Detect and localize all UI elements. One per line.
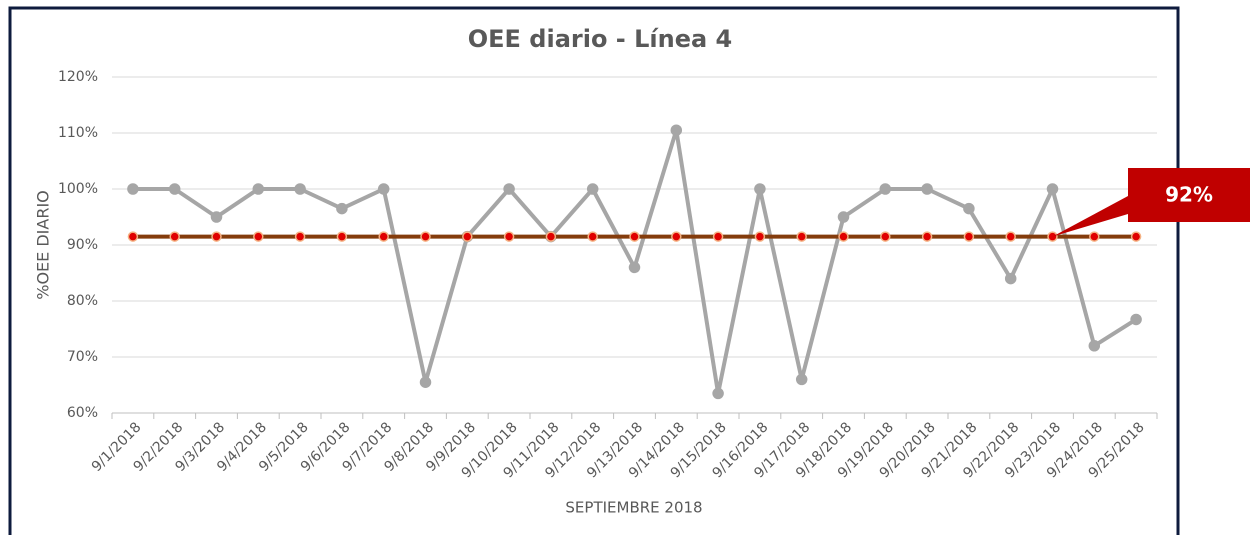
point: [837, 211, 850, 223]
point: [963, 231, 975, 242]
point: [1089, 231, 1100, 242]
point: [336, 231, 348, 242]
point: [921, 231, 933, 242]
point: [420, 231, 431, 242]
callout-label: 92%: [1165, 183, 1213, 207]
point: [587, 231, 598, 242]
point: [462, 231, 473, 242]
point: [336, 202, 348, 215]
point: [377, 183, 390, 195]
point: [210, 211, 223, 223]
point: [921, 183, 933, 195]
point: [1046, 183, 1059, 195]
y-tick-label: 120%: [58, 69, 98, 85]
point: [294, 183, 306, 195]
point: [963, 202, 975, 215]
point: [754, 231, 766, 242]
point: [586, 183, 599, 195]
point: [127, 183, 139, 195]
point: [670, 124, 683, 136]
y-tick-label: 90%: [67, 237, 98, 253]
point: [796, 231, 807, 242]
point: [503, 231, 515, 242]
point: [1005, 231, 1016, 242]
point: [1130, 313, 1142, 326]
y-tick-label: 110%: [58, 125, 98, 141]
y-tick-label: 70%: [67, 349, 98, 365]
point: [1088, 340, 1101, 352]
point: [503, 183, 515, 195]
point: [211, 231, 222, 242]
point: [795, 373, 808, 386]
y-axis-label: %OEE DIARIO: [34, 190, 53, 300]
callout-box: [1128, 168, 1250, 222]
chart-title: OEE diario - Línea 4: [468, 25, 733, 53]
point: [1004, 272, 1017, 285]
point: [880, 231, 891, 242]
point: [545, 231, 557, 242]
y-tick-label: 60%: [67, 405, 98, 421]
point: [879, 183, 892, 195]
point: [838, 231, 849, 242]
point: [127, 231, 139, 242]
point: [419, 376, 432, 388]
point: [168, 183, 181, 195]
y-tick-label: 100%: [58, 181, 98, 197]
point: [294, 231, 306, 242]
x-axis-label: SEPTIEMBRE 2018: [565, 499, 702, 517]
callout-pointer: [1052, 196, 1128, 237]
point: [252, 183, 265, 195]
point: [671, 231, 682, 242]
point: [712, 231, 724, 242]
y-tick-label: 80%: [67, 293, 98, 309]
point: [629, 231, 640, 242]
point: [1130, 231, 1142, 242]
chart-frame: [8, 6, 1180, 535]
point: [628, 261, 641, 274]
point: [169, 231, 180, 242]
point: [253, 231, 264, 242]
point: [754, 183, 766, 195]
point: [378, 231, 389, 242]
point: [712, 387, 724, 400]
